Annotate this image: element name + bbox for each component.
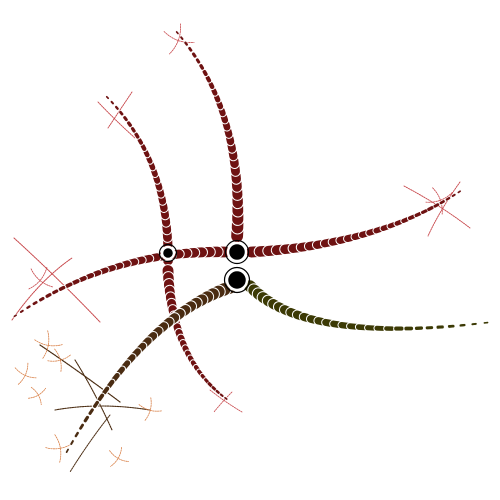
branch-bead bbox=[445, 196, 451, 202]
southwest-branch bbox=[65, 279, 238, 454]
branch-bead bbox=[87, 407, 95, 416]
branch-bead bbox=[451, 193, 457, 198]
lower-hub-ring bbox=[223, 266, 251, 294]
left-junction-hub bbox=[160, 245, 176, 261]
branch-bead bbox=[470, 322, 478, 326]
sw-tip-cross-b bbox=[54, 348, 62, 373]
sw-twig-c bbox=[54, 405, 151, 411]
twig-layer bbox=[11, 23, 471, 473]
sw-tip-cross-d bbox=[144, 397, 152, 422]
sw-tip-cross-e bbox=[54, 434, 62, 463]
branch-bead bbox=[114, 105, 120, 111]
branch-bead bbox=[32, 300, 39, 306]
north-tip-cross bbox=[169, 23, 181, 55]
northwest-twig-b bbox=[107, 91, 133, 129]
branch-bead bbox=[118, 110, 124, 116]
hub-layer bbox=[158, 239, 251, 294]
south-twig-a bbox=[209, 389, 243, 413]
branch-bead bbox=[78, 423, 85, 431]
branch-bead bbox=[483, 321, 489, 325]
south-twig-b bbox=[213, 391, 233, 413]
east-tip-cross bbox=[425, 192, 453, 203]
branch-bead bbox=[19, 309, 25, 314]
upper-hub bbox=[226, 241, 248, 263]
branch-bead bbox=[13, 313, 18, 318]
east-tip-cross bbox=[432, 187, 443, 215]
sw-twig-a bbox=[39, 344, 121, 403]
branch-bead bbox=[74, 431, 80, 438]
northwest-lower-branch bbox=[161, 264, 229, 401]
sw-tip-cross-c bbox=[17, 362, 29, 386]
branch-bead bbox=[122, 115, 129, 122]
north-tip-cross bbox=[163, 31, 195, 43]
branch-bead bbox=[219, 392, 225, 398]
branch-bead bbox=[457, 189, 462, 194]
branch-bead bbox=[403, 325, 415, 332]
west-branch bbox=[13, 245, 232, 318]
lower-hub bbox=[225, 268, 249, 292]
branch-bead bbox=[413, 325, 425, 331]
branch-bead bbox=[105, 95, 110, 100]
sw-twig-b bbox=[74, 359, 113, 431]
branch-bead bbox=[175, 30, 180, 35]
branch-bead bbox=[38, 296, 46, 302]
branch-bead bbox=[223, 396, 229, 401]
branch-bead bbox=[25, 304, 32, 310]
west-tip-cross bbox=[30, 268, 53, 288]
sw-tip-cross-a bbox=[34, 339, 63, 347]
sw-tip-cross-f bbox=[110, 446, 122, 467]
branch-bead bbox=[458, 323, 467, 328]
west-twig-b bbox=[11, 257, 73, 321]
branch-bead bbox=[126, 120, 133, 128]
branch-bead bbox=[51, 288, 60, 296]
branch-bead bbox=[191, 51, 198, 59]
west-twig-a bbox=[13, 237, 101, 323]
branch-bead bbox=[424, 325, 435, 331]
northwest-twig-a bbox=[97, 101, 136, 139]
sw-twig-d bbox=[69, 414, 111, 473]
left-junction-hub-ring bbox=[158, 243, 178, 263]
branch-bead bbox=[187, 46, 193, 53]
branch-bead bbox=[183, 41, 189, 47]
branch-bead bbox=[432, 202, 440, 209]
branch-bead bbox=[44, 292, 53, 299]
branch-bead bbox=[436, 324, 445, 330]
branch-bead bbox=[393, 325, 405, 332]
branch-bead bbox=[65, 448, 70, 454]
sw-tip-cross-a bbox=[42, 330, 50, 359]
east-branch bbox=[244, 189, 462, 259]
west-tip-cross bbox=[28, 267, 48, 290]
branch-layer bbox=[13, 30, 489, 454]
northwest-branch bbox=[105, 95, 174, 267]
branch-bead bbox=[179, 35, 185, 41]
north-branch bbox=[175, 30, 245, 244]
branch-bead bbox=[439, 199, 446, 205]
upper-hub-ring bbox=[224, 239, 250, 265]
branch-bead bbox=[69, 439, 75, 446]
branch-bead bbox=[110, 100, 115, 105]
branch-bead bbox=[83, 415, 90, 423]
southeast-branch bbox=[243, 279, 489, 332]
branch-bead bbox=[383, 325, 396, 332]
branch-bead bbox=[447, 324, 456, 329]
branch-bead bbox=[194, 57, 202, 65]
sw-tip-cross-g bbox=[30, 386, 42, 406]
